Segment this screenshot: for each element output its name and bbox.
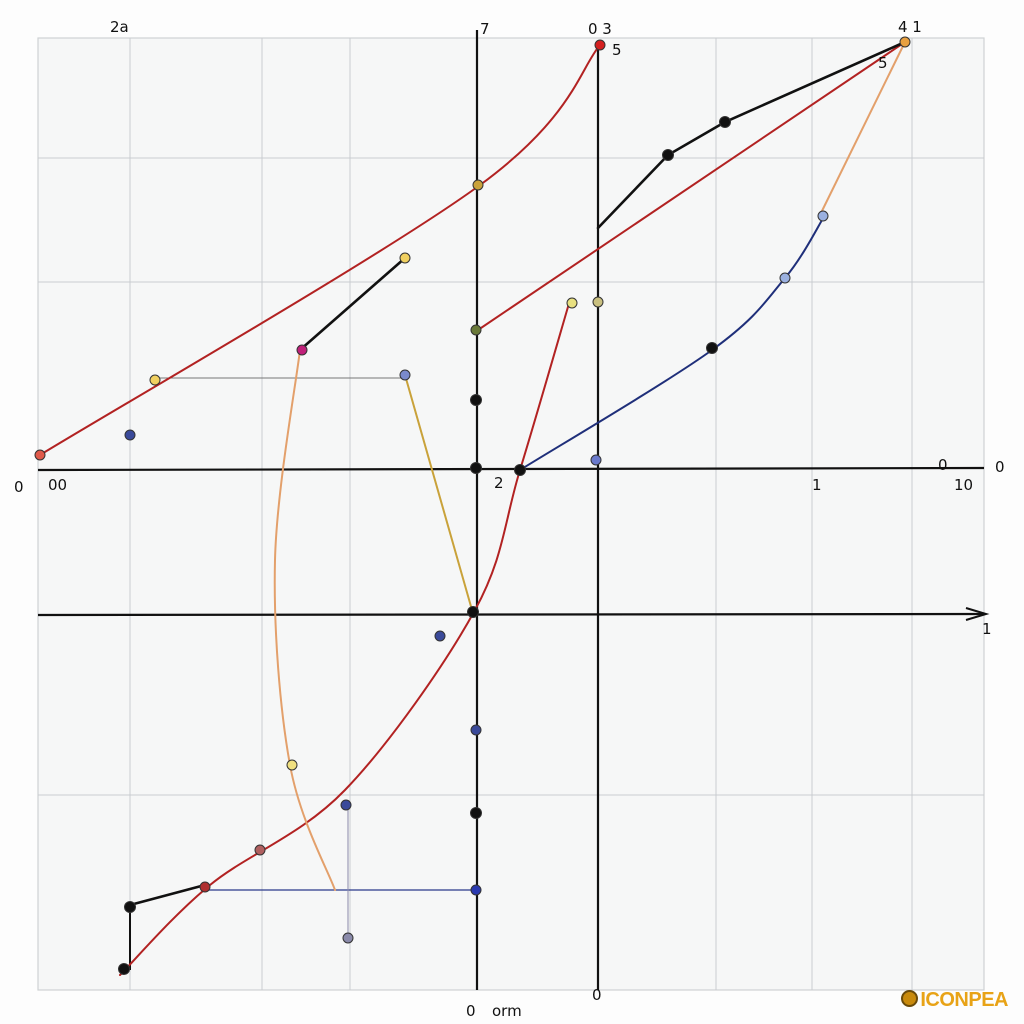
watermark: ICONPEA <box>901 989 1008 1012</box>
data-point-13 <box>592 296 604 308</box>
series-layer <box>39 40 907 976</box>
data-point-10 <box>470 462 482 474</box>
x-axis-upper <box>37 466 985 472</box>
x-axis-title: orm <box>492 1002 522 1020</box>
tick-label-bottom: 0 <box>466 1002 476 1020</box>
data-point-21 <box>467 606 479 618</box>
series-line-5 <box>128 883 207 907</box>
data-point-6 <box>399 369 411 381</box>
series-line-2 <box>477 41 906 331</box>
data-point-3 <box>399 252 411 264</box>
watermark-text: ICONPEA <box>920 989 1008 1011</box>
data-point-28 <box>254 844 266 856</box>
tick-label-top: 7 <box>480 20 490 38</box>
data-point-12 <box>566 297 578 309</box>
data-point-23 <box>470 724 482 736</box>
data-point-27 <box>340 799 352 811</box>
tick-label-right: 0 <box>938 456 948 474</box>
data-point-1 <box>594 39 606 51</box>
tick-label-left: 0 <box>14 478 24 496</box>
series-line-0 <box>39 44 601 456</box>
grid <box>38 38 984 990</box>
data-point-7 <box>124 429 136 441</box>
series-line-3 <box>298 256 407 352</box>
data-point-25 <box>470 884 482 896</box>
data-point-16 <box>719 116 731 128</box>
tick-labels: 2a 7 0 3 4 1 0 10 0 1 0 00 0 orm 0 2 5 5… <box>14 18 1005 1020</box>
data-point-5 <box>149 374 161 386</box>
tick-label-right: 10 <box>954 476 973 494</box>
data-point-19 <box>817 210 829 222</box>
data-point-0 <box>34 449 46 461</box>
data-point-20 <box>899 36 911 48</box>
axis-arrow-right <box>965 607 990 621</box>
data-point-15 <box>662 149 674 161</box>
data-point-30 <box>124 901 136 913</box>
data-point-17 <box>706 342 718 354</box>
data-point-9 <box>470 394 482 406</box>
series-line-7 <box>819 41 906 216</box>
data-point-31 <box>118 963 130 975</box>
tick-label-top: 0 3 <box>588 20 612 38</box>
plot-area <box>37 37 985 991</box>
coin-icon <box>901 990 919 1007</box>
marker-layer <box>34 36 911 975</box>
series-line-9 <box>404 374 473 611</box>
series-line-8 <box>273 349 336 891</box>
data-point-22 <box>434 630 446 642</box>
inline-label: 5 <box>878 54 888 72</box>
data-point-2 <box>472 179 484 191</box>
data-point-8 <box>470 324 482 336</box>
inline-label: 1 <box>812 476 822 494</box>
series-line-4 <box>596 40 907 230</box>
data-point-14 <box>590 454 602 466</box>
tick-label-right: 0 <box>995 458 1005 476</box>
tick-label-bottom: 0 <box>592 986 602 1004</box>
data-point-11 <box>514 464 526 476</box>
tick-label-top: 4 1 <box>898 18 922 36</box>
inline-label: 5 <box>612 41 622 59</box>
series-line-6 <box>519 214 826 471</box>
data-point-4 <box>296 344 308 356</box>
x-axis-lower <box>37 612 985 617</box>
data-point-18 <box>779 272 791 284</box>
data-point-32 <box>342 932 354 944</box>
data-point-24 <box>470 807 482 819</box>
tick-label-left: 00 <box>48 476 67 494</box>
tick-label-top: 2a <box>110 18 129 36</box>
data-point-29 <box>199 881 211 893</box>
tick-label-right: 1 <box>982 620 992 638</box>
data-point-26 <box>286 759 298 771</box>
inline-label: 2 <box>494 474 504 492</box>
